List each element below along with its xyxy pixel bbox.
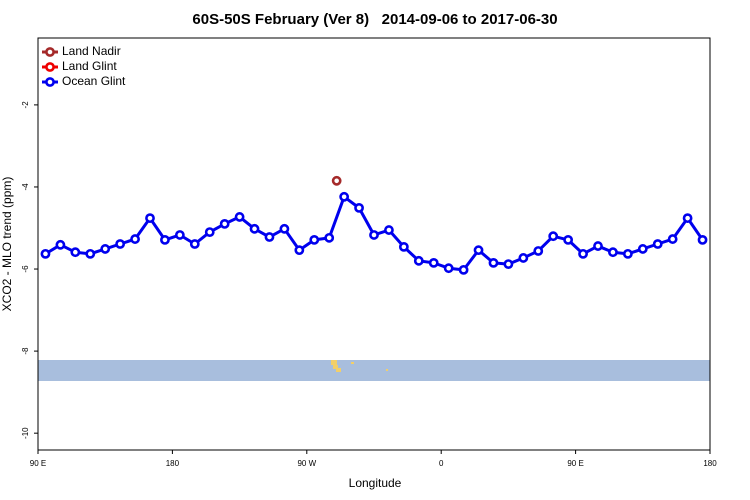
y-tick-label: -10 [21,427,30,439]
series-point [174,230,185,240]
series-point [160,234,170,245]
x-tick-label: 90 W [297,459,316,468]
series-point [578,248,588,259]
series-point [339,191,350,202]
y-tick-label: -2 [21,101,30,109]
series-point [518,253,529,263]
series-point [503,259,514,270]
chart-title: 60S-50S February (Ver 8) 2014-09-06 to 2… [192,11,557,28]
y-tick-label: -4 [21,183,30,191]
series-point [130,234,140,244]
series-point [443,263,454,274]
series-point [473,245,484,256]
series-point [697,234,708,245]
series-point [682,213,693,224]
series-point [145,213,155,224]
series-point [264,232,275,242]
series-point [593,241,603,251]
y-tick-label: -6 [21,265,30,273]
legend-label: Land Glint [62,59,117,73]
plot-frame [37,37,711,451]
series-point [100,244,111,254]
series-point [309,234,320,245]
series-point [398,241,409,252]
series-point [85,248,96,259]
series-point [70,247,81,258]
series-point [637,244,648,254]
series-point [40,248,51,259]
series-point [413,255,424,266]
series-point [667,234,678,244]
series-point [384,225,394,235]
x-tick-label: 180 [166,459,180,468]
series-point [458,264,469,275]
series-point [488,257,499,268]
series-point [608,247,618,258]
series-point [369,230,379,240]
legend-marker [45,62,55,72]
legend-label: Land Nadir [62,44,121,58]
series-point [115,239,126,249]
series-point [563,234,574,245]
legend-label: Ocean Glint [62,74,126,88]
series-point [294,245,305,256]
map-band [38,360,710,381]
legend-marker [45,47,55,57]
series-point [249,223,260,234]
series-point [279,223,290,234]
series-point [548,231,559,242]
series-point [428,257,439,268]
x-tick-label: 90 E [30,459,46,468]
series-point [234,212,245,222]
x-axis-label: Longitude [349,476,402,490]
y-tick-label: -8 [21,347,30,355]
land-specks [331,360,388,372]
legend-marker [45,77,55,87]
series-point [652,239,663,249]
x-tick-label: 180 [703,459,717,468]
series-point [189,239,200,249]
x-tick-label: 0 [439,459,444,468]
series-point [219,218,230,229]
series-point [331,175,342,186]
series-point [533,246,544,256]
series-point [55,239,66,250]
series-point [622,248,633,259]
series-point [354,202,364,213]
y-axis-label: XCO2 - MLO trend (ppm) [0,177,14,312]
series-point [204,227,215,237]
x-tick-label: 90 E [567,459,583,468]
series-point [324,232,335,243]
